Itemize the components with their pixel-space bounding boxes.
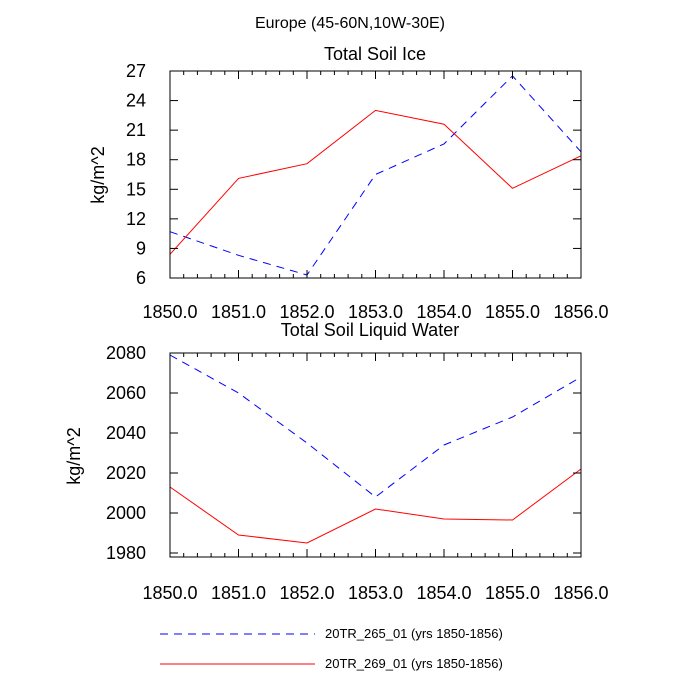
x-tick-label: 1854.0: [416, 302, 471, 322]
y-tick-label: 2000: [106, 503, 146, 523]
legend-label-20tr-269: 20TR_269_01 (yrs 1850-1856): [325, 656, 503, 671]
y-tick-label: 27: [126, 61, 146, 81]
y-tick-label: 2060: [106, 383, 146, 403]
x-tick-label: 1850.0: [142, 302, 197, 322]
plot-frame: [169, 70, 582, 279]
series-line-20tr-265-01: [169, 354, 582, 498]
y-tick-label: 1980: [106, 543, 146, 563]
x-tick-label: 1853.0: [348, 302, 403, 322]
y-tick-label: 6: [136, 268, 146, 288]
panel-title: Total Soil Liquid Water: [281, 320, 459, 340]
x-tick-label: 1853.0: [348, 583, 403, 603]
legend-label-20tr-265: 20TR_265_01 (yrs 1850-1856): [325, 626, 503, 641]
x-tick-label: 1856.0: [553, 302, 608, 322]
y-tick-label: 15: [126, 179, 146, 199]
x-tick-label: 1852.0: [279, 583, 334, 603]
figure-suptitle: Europe (45-60N,10W-30E): [255, 15, 445, 32]
series-line-20tr-269-01: [169, 468, 582, 544]
plot-frame: [169, 352, 582, 558]
panel-total-soil-liquid-water: Total Soil Liquid Water kg/m^2 1850.0 185…: [64, 320, 609, 603]
y-tick-label: 21: [126, 120, 146, 140]
x-tick-label: 1850.0: [142, 583, 197, 603]
y-axis-label: kg/m^2: [64, 427, 84, 484]
y-tick-label: 2020: [106, 463, 146, 483]
x-tick-label: 1851.0: [211, 583, 266, 603]
panel-title: Total Soil Ice: [324, 44, 426, 64]
y-tick-label: 18: [126, 150, 146, 170]
y-tick-label: 12: [126, 209, 146, 229]
x-tick-label: 1855.0: [485, 583, 540, 603]
x-tick-label: 1855.0: [485, 302, 540, 322]
x-tick-label: 1856.0: [553, 583, 608, 603]
series-line-20tr-269-01: [169, 109, 582, 255]
y-tick-label: 2040: [106, 423, 146, 443]
series-line-20tr-265-01: [169, 75, 582, 276]
y-tick-label: 2080: [106, 343, 146, 363]
x-tick-label: 1851.0: [211, 302, 266, 322]
legend: 20TR_265_01 (yrs 1850-1856) 20TR_269_01 …: [160, 626, 503, 671]
y-tick-label: 9: [136, 238, 146, 258]
panel-total-soil-ice: Total Soil Ice kg/m^2 1850.0 1851.0 1852.0…: [88, 44, 609, 322]
x-tick-label: 1854.0: [416, 583, 471, 603]
y-axis-label: kg/m^2: [88, 146, 108, 203]
y-tick-label: 24: [126, 91, 146, 111]
x-tick-label: 1852.0: [279, 302, 334, 322]
